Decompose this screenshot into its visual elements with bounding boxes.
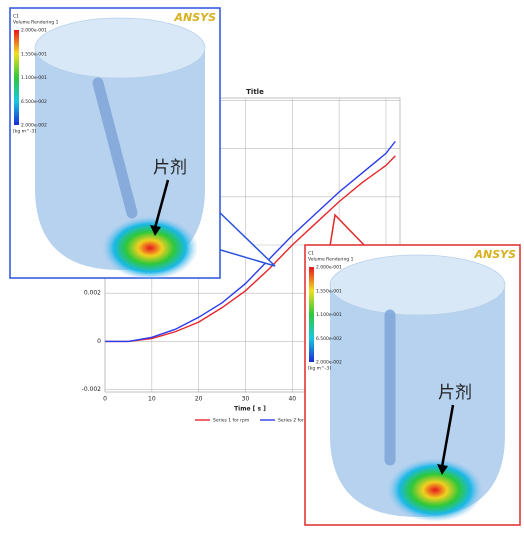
series-line xyxy=(105,140,396,343)
colorbar xyxy=(309,267,314,362)
concentration-blob xyxy=(387,458,483,522)
legend-label: 6.500e-002 xyxy=(316,336,342,342)
shaft xyxy=(92,77,138,219)
legend-label: 1.100e-001 xyxy=(316,312,342,318)
annotation: 片剂 xyxy=(153,158,187,178)
legend-title: C1 xyxy=(308,251,314,257)
cylinder-top xyxy=(34,17,206,79)
y-tick-label: -0.002 xyxy=(82,386,102,393)
y-tick-label: 0.002 xyxy=(84,290,101,297)
x-tick-label: 10 xyxy=(148,396,156,403)
x-tick-label: 30 xyxy=(242,396,250,403)
legend-label: 2.000e-001 xyxy=(316,265,342,271)
legend-label: 6.500e-002 xyxy=(21,99,47,105)
cylinder xyxy=(330,285,505,517)
concentration-blob xyxy=(102,216,198,280)
colorbar xyxy=(14,30,19,125)
x-axis-title: Time [ s ] xyxy=(234,406,266,413)
legend-unit: [kg m^-3] xyxy=(308,366,331,372)
arrow-head xyxy=(437,464,448,475)
chart-title: Title xyxy=(246,88,264,96)
y-tick-label: 0 xyxy=(97,338,101,345)
legend-label: 2.000e-001 xyxy=(21,28,47,34)
legend-label: 1.550e-001 xyxy=(316,288,342,294)
arrow-shaft xyxy=(440,404,455,468)
logo: ANSYS xyxy=(473,248,516,261)
legend-label: Series 1 for rpm xyxy=(213,418,249,424)
x-tick-label: 40 xyxy=(288,396,296,403)
legend-title: C1 xyxy=(13,14,19,20)
arrow-head xyxy=(150,225,161,236)
legend-label: 1.550e-001 xyxy=(21,51,47,57)
cylinder-top xyxy=(329,254,506,316)
legend-label: 1.100e-001 xyxy=(21,75,47,81)
annotation: 片剂 xyxy=(438,383,472,403)
legend-subtitle: Volume Rendering 1 xyxy=(13,20,59,26)
legend-subtitle: Volume Rendering 1 xyxy=(308,257,354,263)
series-line xyxy=(105,155,396,343)
legend-label: 2.000e-002 xyxy=(316,360,342,366)
legend-label: Series 2 for rpm xyxy=(278,418,314,424)
legend-label: 2.000e-002 xyxy=(21,123,47,129)
x-tick-label: 0 xyxy=(103,396,107,403)
x-tick-label: 20 xyxy=(195,396,203,403)
legend-unit: [kg m^-3] xyxy=(13,129,36,135)
logo: ANSYS xyxy=(173,11,216,24)
arrow-shaft xyxy=(153,179,170,229)
